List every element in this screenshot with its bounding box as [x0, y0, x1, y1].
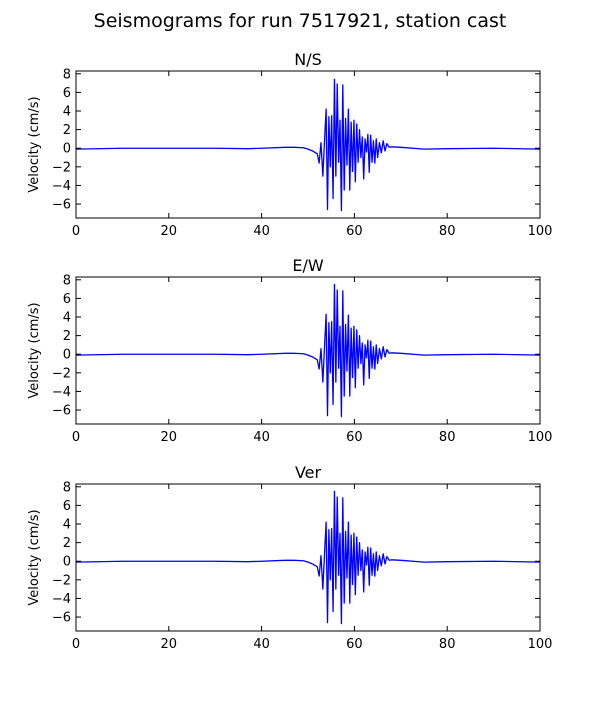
y-tick-label: −6 [52, 404, 71, 419]
subplot-ew: E/W Velocity (cm/s) 0 20 40 60 80 100 −6 −4 −2 0 2 4 6… [27, 256, 552, 445]
x-tick-label: 100 [528, 224, 553, 239]
x-tick-label: 0 [72, 224, 80, 239]
y-tick-label: 4 [63, 311, 71, 326]
y-axis-label: Velocity (cm/s) [27, 509, 42, 605]
y-tick-label: 4 [63, 518, 71, 533]
y-tick-label: −2 [52, 160, 71, 175]
figure-title: Seismograms for run 7517921, station cas… [93, 10, 507, 32]
y-tick-label: 0 [63, 142, 71, 157]
x-tick-label: 80 [439, 637, 456, 652]
y-tick-label: 6 [63, 86, 71, 101]
y-tick-label: 0 [63, 348, 71, 363]
x-tick-label: 80 [439, 224, 456, 239]
x-tick-label: 40 [253, 637, 270, 652]
series-line [75, 490, 541, 625]
x-tick-label: 80 [439, 430, 456, 445]
y-tick-label: −6 [52, 198, 71, 213]
y-axis-label: Velocity (cm/s) [27, 96, 42, 192]
x-tick-label: 20 [161, 637, 178, 652]
axes-frame [75, 70, 541, 219]
subplot-title: Ver [295, 463, 322, 482]
x-tick-label: 100 [528, 637, 553, 652]
y-tick-label: −4 [52, 592, 71, 607]
x-tick-label: 20 [161, 430, 178, 445]
y-tick-label: −6 [52, 611, 71, 626]
y-tick-label: 8 [63, 273, 71, 288]
y-tick-label: 2 [63, 329, 71, 344]
y-tick-label: 8 [63, 480, 71, 495]
y-axis-label: Velocity (cm/s) [27, 302, 42, 398]
axes-frame [75, 276, 541, 425]
subplot-ver: Ver Velocity (cm/s) 0 20 40 60 80 100 −6 −4 −2 0 2 4 6… [27, 463, 552, 652]
y-tick-label: −2 [52, 573, 71, 588]
x-tick-label: 60 [346, 224, 363, 239]
x-tick-label: 60 [346, 637, 363, 652]
y-tick-label: 6 [63, 292, 71, 307]
x-tick-label: 0 [72, 637, 80, 652]
subplot-title: E/W [292, 256, 324, 275]
y-tick-label: 2 [63, 123, 71, 138]
y-tick-label: −2 [52, 366, 71, 381]
axes-frame [75, 483, 541, 632]
x-tick-label: 60 [346, 430, 363, 445]
series-line [75, 78, 541, 212]
y-tick-label: 4 [63, 105, 71, 120]
series-line [75, 283, 541, 418]
y-tick-label: −4 [52, 385, 71, 400]
y-tick-label: 6 [63, 499, 71, 514]
y-tick-label: 8 [63, 67, 71, 82]
y-tick-label: 2 [63, 536, 71, 551]
x-tick-label: 0 [72, 430, 80, 445]
x-tick-label: 40 [253, 430, 270, 445]
x-tick-label: 40 [253, 224, 270, 239]
y-tick-label: 0 [63, 555, 71, 570]
x-tick-label: 20 [161, 224, 178, 239]
subplot-title: N/S [294, 50, 322, 69]
y-tick-label: −4 [52, 179, 71, 194]
subplot-ns: N/S Velocity (cm/s) 0 20 40 60 80 100 −6 −4 −2 0 2 4 6… [27, 50, 552, 239]
x-tick-label: 100 [528, 430, 553, 445]
